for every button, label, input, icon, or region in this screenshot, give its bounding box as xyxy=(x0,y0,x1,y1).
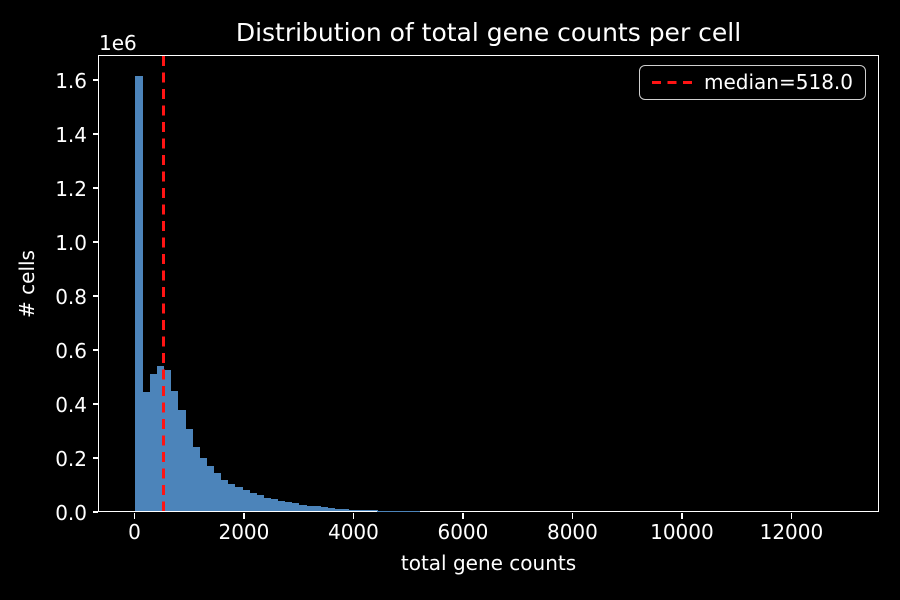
x-tick-label: 8000 xyxy=(546,520,598,544)
histogram-bar xyxy=(327,507,336,511)
y-tick-label: 0.2 xyxy=(55,447,87,471)
y-tick-mark xyxy=(92,403,98,405)
y-tick-label: 0.4 xyxy=(55,393,87,417)
x-axis-ticks: 0 2000 4000 6000 8000 10000 12000 xyxy=(98,513,879,549)
x-tick-label: 10000 xyxy=(650,520,714,544)
histogram-bar xyxy=(313,506,321,511)
y-axis-ticks: 0.0 0.2 0.4 0.6 0.8 1.0 1.2 1.4 1.6 xyxy=(0,55,98,525)
y-tick-mark xyxy=(92,295,98,297)
histogram-bar xyxy=(249,493,257,511)
y-tick-label: 1.0 xyxy=(55,231,87,255)
histogram-bar xyxy=(199,458,207,511)
y-tick-mark xyxy=(92,133,98,135)
histogram-bar xyxy=(178,409,186,511)
y-tick-label: 1.4 xyxy=(55,123,87,147)
y-tick-label: 0.0 xyxy=(55,501,87,525)
histogram-bar xyxy=(363,510,371,511)
histogram-bar xyxy=(142,392,150,511)
median-dashed-line-icon xyxy=(652,80,693,84)
histogram-bar xyxy=(220,479,229,511)
x-tick-label: 6000 xyxy=(437,520,489,544)
y-tick-mark xyxy=(92,349,98,351)
histogram-bar xyxy=(334,508,343,511)
histogram-bar xyxy=(370,510,378,511)
x-tick-mark xyxy=(462,513,464,519)
histogram-bar xyxy=(341,509,350,511)
x-tick-mark xyxy=(571,513,574,519)
histogram-bar xyxy=(299,504,307,511)
histogram-bar xyxy=(356,509,364,511)
histogram-bar xyxy=(227,483,236,511)
x-axis-label: total gene counts xyxy=(400,551,577,575)
x-tick-mark xyxy=(243,513,245,519)
histogram-bar xyxy=(277,501,286,511)
histogram-bar xyxy=(171,391,179,511)
y-tick-mark xyxy=(92,241,98,243)
histogram-bars xyxy=(99,56,878,511)
histogram-bar xyxy=(306,505,314,511)
x-tick-label: 4000 xyxy=(327,520,379,544)
histogram-bar xyxy=(263,497,271,511)
histogram-bar xyxy=(242,490,250,511)
histogram-bar xyxy=(320,507,328,511)
y-tick-label: 0.6 xyxy=(55,339,87,363)
legend: median=518.0 xyxy=(639,65,866,100)
y-axis-offset-label: 1e6 xyxy=(99,31,137,55)
histogram-bar xyxy=(284,502,293,511)
y-tick-label: 1.6 xyxy=(55,69,87,93)
histogram-bar xyxy=(192,447,200,511)
y-tick-label: 1.2 xyxy=(55,177,87,201)
x-tick-mark xyxy=(133,513,136,519)
x-tick-mark xyxy=(790,513,793,519)
x-tick-label: 2000 xyxy=(218,520,270,544)
y-tick-mark xyxy=(92,79,98,81)
histogram-bar xyxy=(270,499,279,511)
histogram-bar xyxy=(235,487,243,511)
histogram-bar xyxy=(135,75,143,511)
histogram-bar xyxy=(149,373,158,511)
x-tick-label: 12000 xyxy=(759,520,824,544)
plot-area: median=518.0 xyxy=(98,55,879,512)
y-tick-mark xyxy=(92,187,98,189)
histogram-bar xyxy=(163,369,172,511)
legend-label: median=518.0 xyxy=(704,70,853,94)
y-tick-mark xyxy=(92,457,98,459)
chart-title: Distribution of total gene counts per ce… xyxy=(235,18,742,47)
x-tick-mark xyxy=(681,513,683,519)
median-line xyxy=(162,56,166,511)
histogram-bar xyxy=(292,503,300,511)
histogram-bar xyxy=(256,495,264,511)
histogram-bar xyxy=(206,466,215,511)
x-tick-mark xyxy=(352,513,355,519)
y-tick-label: 0.8 xyxy=(55,285,87,309)
histogram-bar xyxy=(185,429,193,511)
y-tick-mark xyxy=(92,511,98,513)
histogram-bar xyxy=(348,509,357,511)
histogram-bar xyxy=(156,366,165,511)
histogram-bar xyxy=(213,473,222,511)
x-tick-label: 0 xyxy=(128,520,141,544)
